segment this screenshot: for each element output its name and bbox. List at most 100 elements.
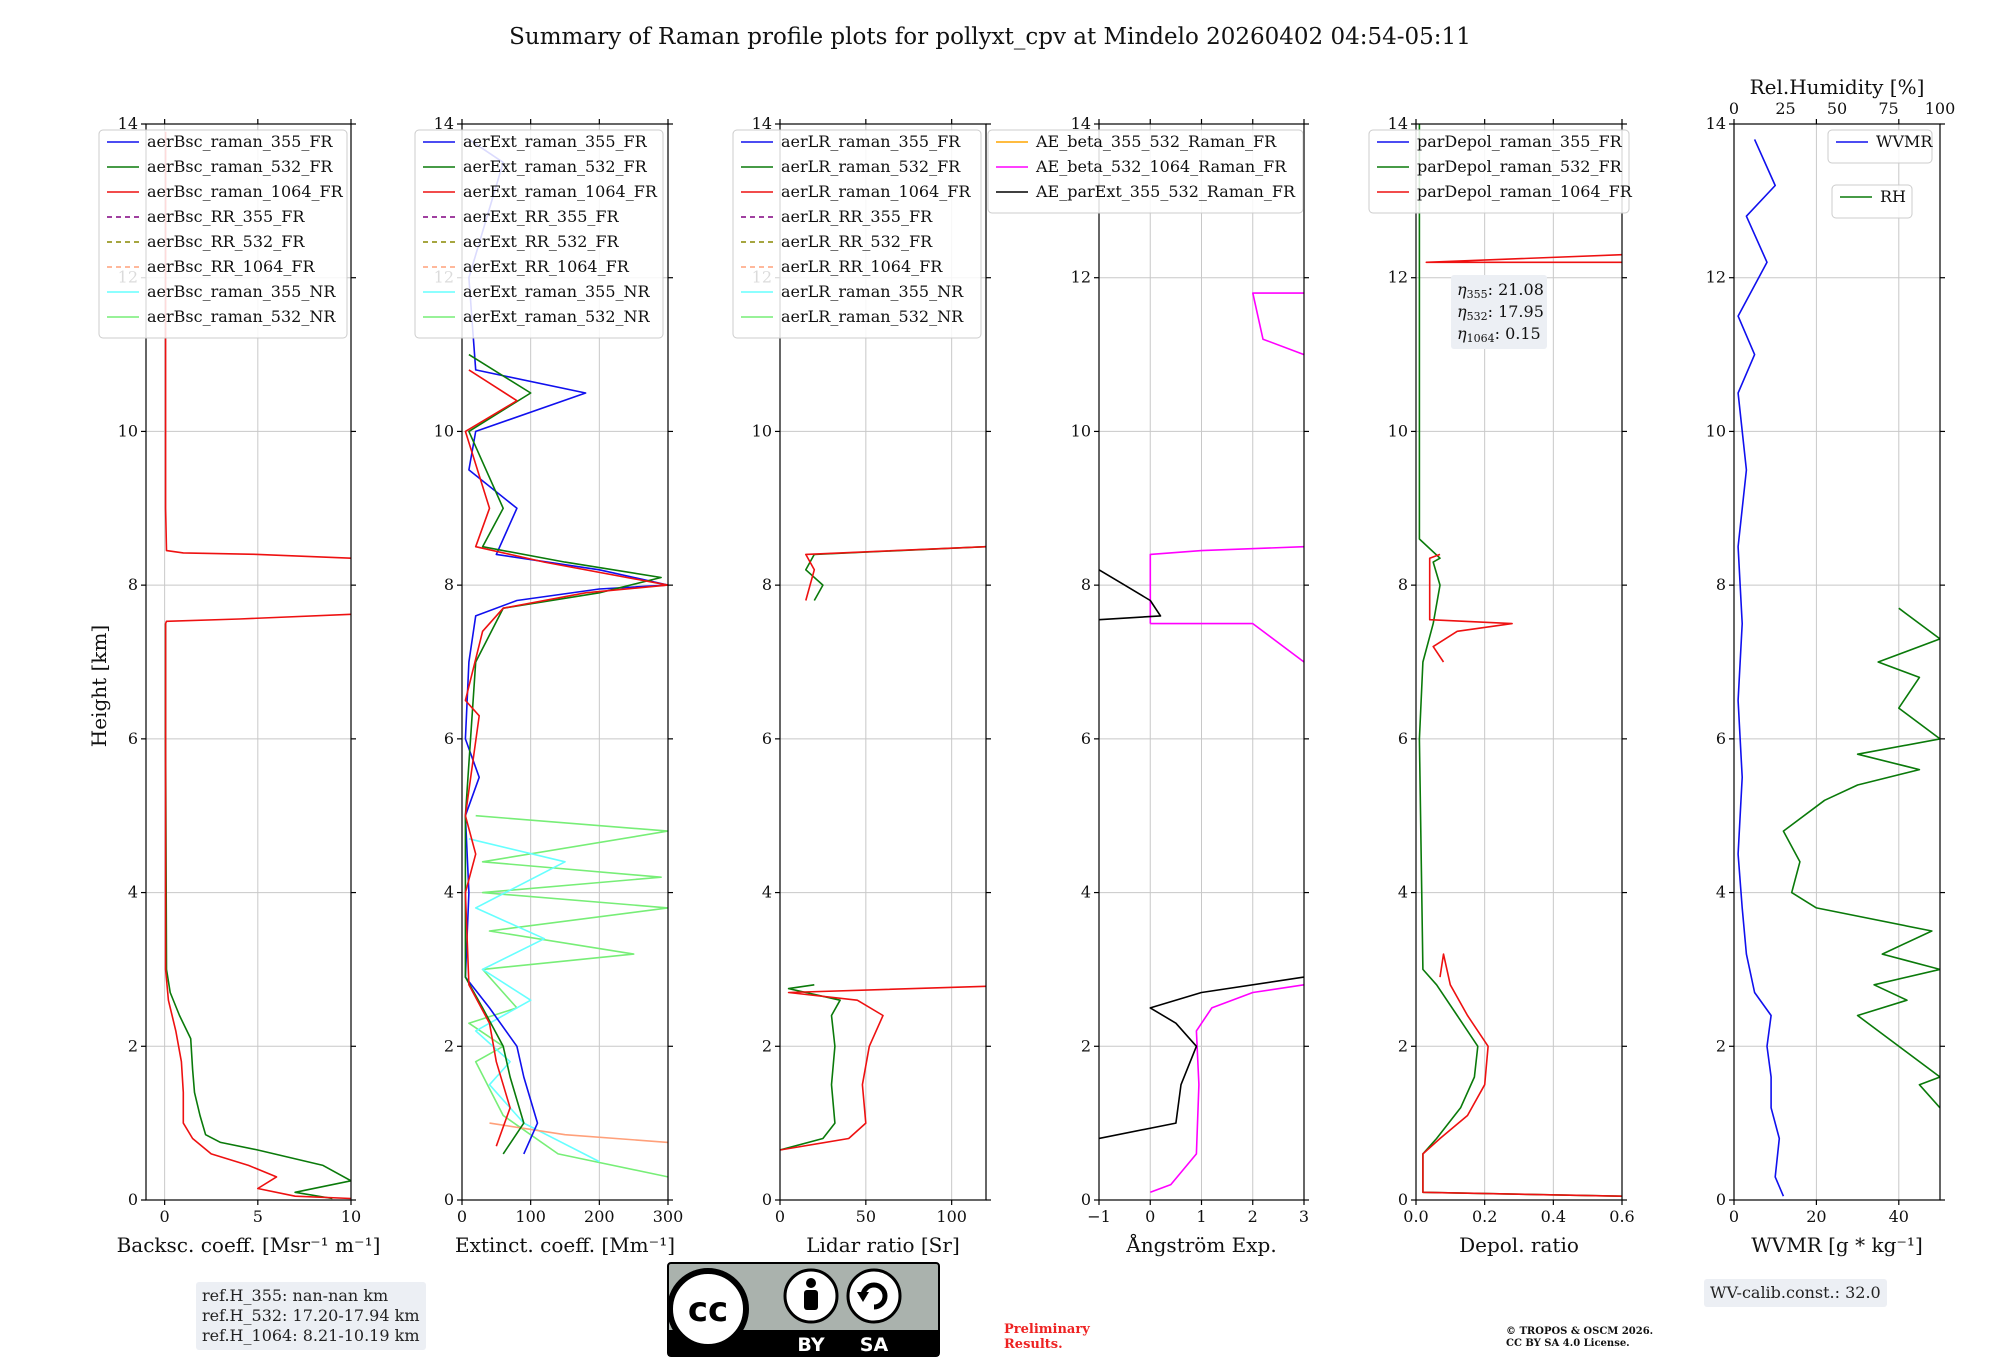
legend-label: RH: [1880, 187, 1906, 206]
legend-depol: parDepol_raman_355_FR parDepol_raman_532_…: [1368, 129, 1633, 214]
legend-label: aerExt_raman_355_NR: [463, 282, 651, 301]
preliminary-note: Preliminary Results.: [1004, 1322, 1090, 1352]
x-tick-label: 1: [1196, 1207, 1206, 1226]
legend-label: aerLR_RR_1064_FR: [781, 257, 943, 276]
series-AE_beta_532_1064_Raman_FR_mid: [1149, 545, 1304, 624]
y-tick-label: 4: [1716, 883, 1726, 902]
series-aerLR_raman_532_FR_mid: [804, 545, 986, 601]
series-aerLR_raman_1064_FR_mid: [804, 545, 986, 601]
y-tick-label: 0: [1716, 1190, 1726, 1209]
axes-frame: [461, 123, 669, 1201]
panel-ext: 024681012140100200300Extinct. coeff. [Mm…: [414, 114, 684, 1257]
legend-ext: aerExt_raman_355_FR aerExt_raman_532_FRae…: [414, 129, 664, 339]
x-tick-label: 0: [1145, 1207, 1155, 1226]
copyright-line-1: © TROPOS & OSCM 2026.: [1506, 1326, 1654, 1337]
legend-box: [732, 129, 982, 339]
series-group: [1418, 124, 1622, 1197]
y-tick-label: 10: [434, 421, 454, 440]
legend-label: parDepol_raman_355_FR: [1417, 132, 1623, 151]
legend-label: aerExt_raman_532_FR: [463, 157, 648, 176]
y-tick-label: 12: [1071, 268, 1091, 287]
legend-label: aerBsc_raman_355_FR: [147, 132, 333, 151]
preliminary-line-2: Results.: [1004, 1337, 1063, 1352]
y-tick-label: 2: [1716, 1036, 1726, 1055]
series-parDepol_raman_532_FR: [1418, 124, 1622, 1197]
legend-label: aerBsc_raman_355_NR: [147, 282, 336, 301]
x-axis-label: WVMR [g * kg⁻¹]: [1751, 1233, 1923, 1257]
y-tick-label: 14: [1071, 114, 1091, 133]
series-AE_beta_532_1064_Raman_FR_mid2: [1150, 622, 1304, 663]
series-AE_parExt_355_532_Raman_FR: [1099, 976, 1304, 1140]
series-parDepol_raman_1064_FR: [1422, 953, 1622, 1197]
cc-by-sa-badge: cc BY SA: [667, 1262, 940, 1357]
by-label: BY: [797, 1334, 824, 1356]
series-WVMR: [1737, 139, 1785, 1197]
y-tick-label: 4: [1081, 883, 1091, 902]
legend-label: aerBsc_raman_532_FR: [147, 157, 333, 176]
series-aerBsc_raman_1064_FR: [164, 613, 351, 1200]
series-aerExt_raman_532_NR: [468, 814, 668, 1178]
series-parDepol_raman_1064_FR_top: [1425, 253, 1622, 264]
y-tick-label: 8: [128, 575, 138, 594]
legend-label: AE_beta_532_1064_Raman_FR: [1035, 157, 1287, 176]
x-tick-label: 0: [160, 1207, 170, 1226]
y-tick-label: 12: [1388, 268, 1408, 287]
y-tick-label: 8: [1716, 575, 1726, 594]
series-AE_beta_532_1064_Raman_FR: [1150, 984, 1304, 1194]
sa-label: SA: [860, 1334, 889, 1356]
figure-title: Summary of Raman profile plots for polly…: [509, 24, 1471, 50]
x-tick-label: 20: [1806, 1207, 1826, 1226]
legend-label: aerLR_RR_532_FR: [781, 232, 933, 251]
legend-label: AE_parExt_355_532_Raman_FR: [1035, 182, 1296, 201]
axes-frame: [779, 123, 987, 1201]
x-tick-label: 2: [1248, 1207, 1258, 1226]
x-tick-label: 5: [253, 1207, 263, 1226]
top-x-axis-label: Rel.Humidity [%]: [1750, 75, 1925, 99]
legend-box: [98, 129, 348, 339]
y-tick-label: 6: [1081, 729, 1091, 748]
panel-bsc: 024681012140510Backsc. coeff. [Msr⁻¹ m⁻¹…: [98, 114, 381, 1257]
legend-label: aerBsc_RR_355_FR: [147, 207, 305, 226]
legend-bsc: aerBsc_raman_355_FR aerBsc_raman_532_FRae…: [98, 129, 348, 339]
legend-label: aerLR_raman_355_NR: [781, 282, 964, 301]
annotation-box: [1451, 275, 1547, 349]
series-AE_parExt_355_532_Raman_FR_mid: [1099, 569, 1162, 621]
series-group: [164, 131, 351, 1200]
top-x-tick-label: 50: [1827, 99, 1847, 118]
x-tick-label: 300: [653, 1207, 684, 1226]
legend-box: [1831, 184, 1913, 219]
y-tick-label: 0: [762, 1190, 772, 1209]
y-tick-label: 10: [1706, 421, 1726, 440]
series-aerExt_raman_355_FR: [464, 138, 668, 1155]
y-tick-label: 6: [762, 729, 772, 748]
legend-label: aerExt_raman_1064_FR: [463, 182, 658, 201]
legend-label: aerBsc_RR_1064_FR: [147, 257, 316, 276]
x-tick-label: 50: [856, 1207, 876, 1226]
legend-box: [987, 129, 1304, 214]
axes-frame: [1415, 123, 1623, 1201]
legend-box: [1827, 129, 1933, 164]
ref-height-355: ref.H_355: nan-nan km: [202, 1286, 389, 1305]
series-aerExt_RR_1064_FR: [489, 1122, 668, 1144]
legend-label: AE_beta_355_532_Raman_FR: [1035, 132, 1277, 151]
x-tick-label: 0.4: [1541, 1207, 1566, 1226]
y-tick-label: 0: [1398, 1190, 1408, 1209]
y-axis-label: Height [km]: [87, 625, 111, 747]
legend-label: aerExt_RR_532_FR: [463, 232, 620, 251]
eta-value: η355: 21.08: [1457, 280, 1544, 301]
y-tick-label: 4: [1398, 883, 1408, 902]
x-tick-label: 40: [1889, 1207, 1909, 1226]
x-axis-label: Backsc. coeff. [Msr⁻¹ m⁻¹]: [117, 1233, 381, 1257]
y-tick-label: 2: [762, 1036, 772, 1055]
eta-value: η532: 17.95: [1457, 302, 1544, 323]
y-tick-label: 8: [1398, 575, 1408, 594]
legend-label: aerLR_raman_532_FR: [781, 157, 961, 176]
top-x-tick-label: 100: [1925, 99, 1956, 118]
eta-value: η1064: 0.15: [1457, 324, 1541, 345]
series-group: [464, 138, 668, 1178]
y-tick-label: 8: [444, 575, 454, 594]
series-aerExt_raman_1064_FR: [464, 369, 668, 1147]
